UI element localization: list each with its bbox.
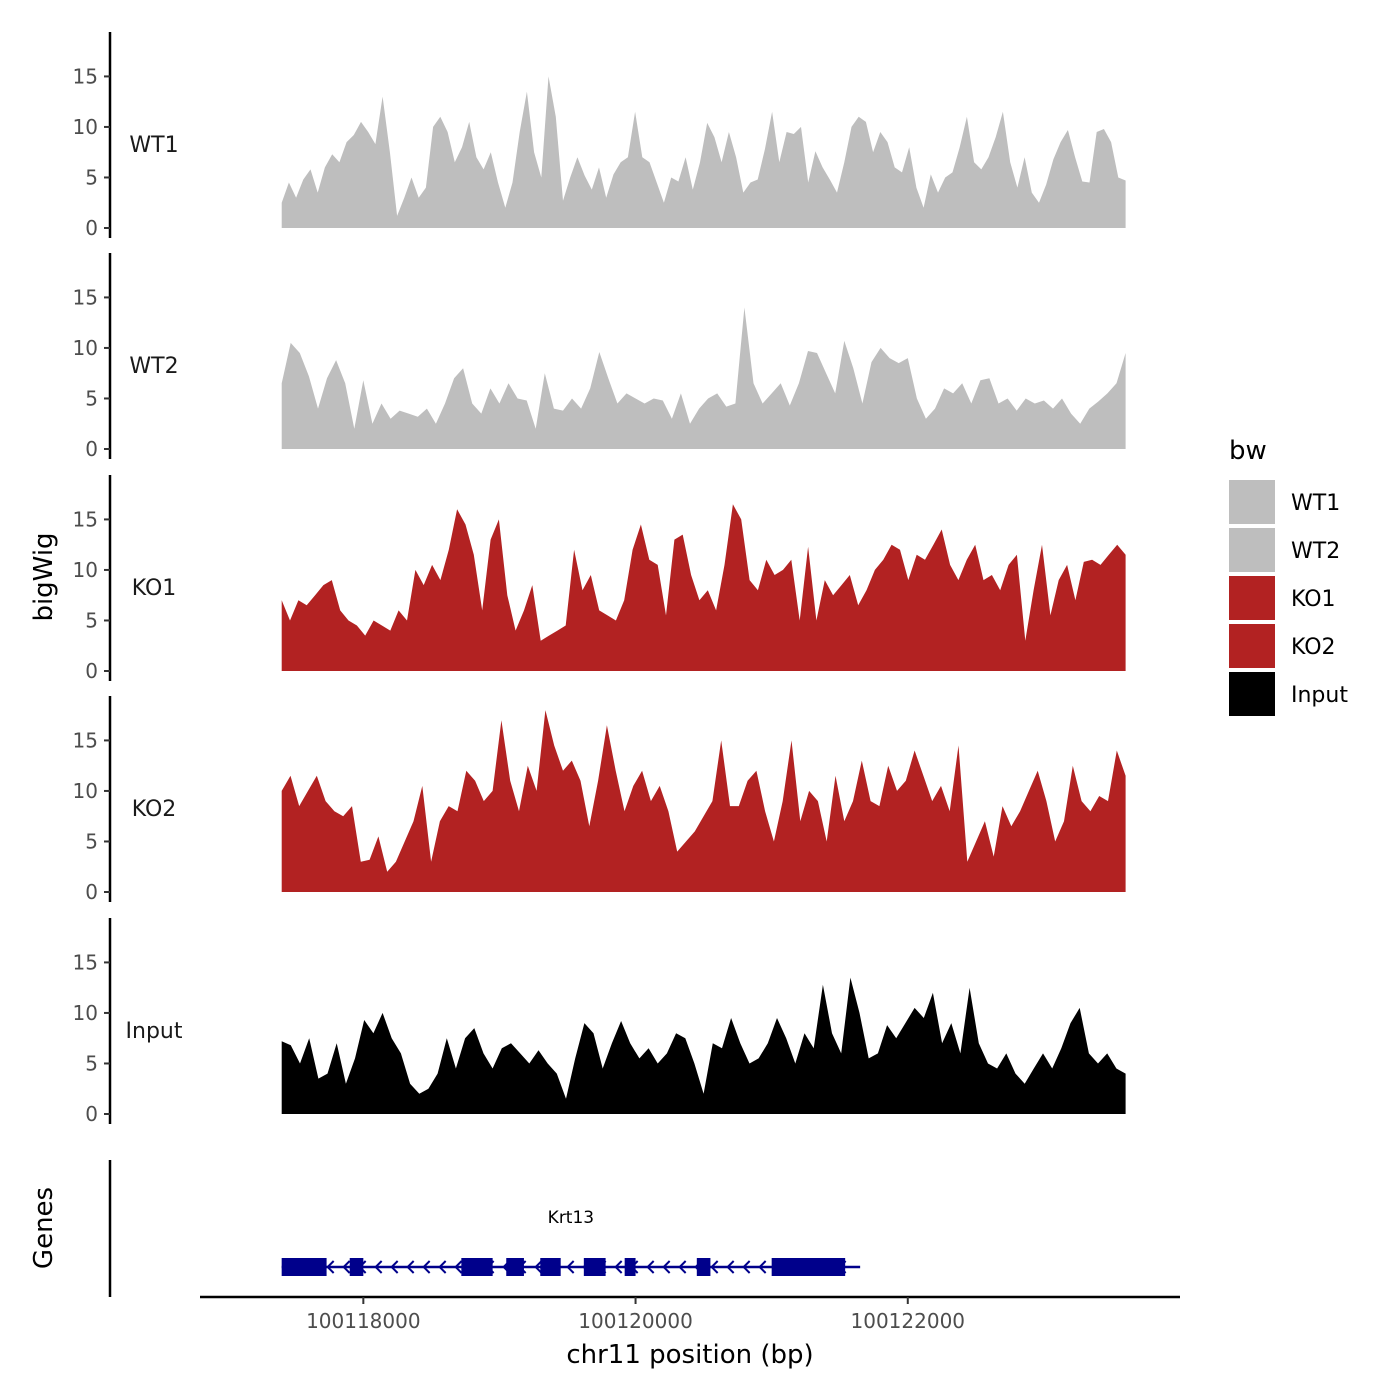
strand-arrow xyxy=(758,1260,767,1274)
track-wt1: 0 5 10 15 WT1 xyxy=(73,32,1126,240)
track-ko1: 0 5 10 15 KO1 xyxy=(73,475,1126,683)
exon xyxy=(583,1258,606,1276)
strand-arrow xyxy=(390,1260,399,1274)
x-tick-label: 100118000 xyxy=(306,1309,421,1333)
track-label: WT1 xyxy=(129,133,178,158)
exon xyxy=(540,1258,561,1276)
area-input xyxy=(281,977,1126,1114)
strand-arrow xyxy=(646,1260,655,1274)
legend-key-ko1 xyxy=(1229,576,1275,620)
legend-key-ko2 xyxy=(1229,624,1275,668)
track-input: 0 5 10 15 Input xyxy=(73,918,1126,1126)
strand-arrow xyxy=(710,1260,719,1274)
signal-tracks: 0 5 10 15 WT1 0 5 10 15 WT2 0 5 10 15 KO1 0 5 10 15 KO2 0 5 10… xyxy=(73,32,1126,1126)
area-ko1 xyxy=(281,504,1126,671)
y-tick-label: 0 xyxy=(85,659,98,683)
y-tick-label: 5 xyxy=(85,608,98,632)
y-tick-label: 0 xyxy=(85,437,98,461)
strand-arrow xyxy=(422,1260,431,1274)
strand-arrow xyxy=(662,1260,671,1274)
x-tick-label: 100122000 xyxy=(851,1309,966,1333)
legend-key-input xyxy=(1229,672,1275,716)
y-tick-label: 15 xyxy=(73,64,98,88)
y-tick-label: 0 xyxy=(85,1102,98,1126)
area-wt1 xyxy=(281,76,1126,229)
y-tick-label: 10 xyxy=(73,115,98,139)
y-tick-label: 15 xyxy=(73,950,98,974)
exon xyxy=(506,1258,524,1276)
strand-arrow xyxy=(678,1260,687,1274)
strand-arrow xyxy=(454,1260,463,1274)
exon xyxy=(771,1258,846,1276)
x-axis-title: chr11 position (bp) xyxy=(566,1340,813,1370)
area-ko2 xyxy=(281,710,1126,892)
legend-label-input: Input xyxy=(1291,683,1348,708)
gene-track: Krt13 xyxy=(108,1160,861,1297)
strand-arrow xyxy=(374,1260,383,1274)
legend-key-wt2 xyxy=(1229,528,1275,572)
y-tick-label: 0 xyxy=(85,216,98,240)
gene-label: Krt13 xyxy=(548,1208,594,1228)
y-tick-label: 5 xyxy=(85,165,98,189)
y-tick-label: 5 xyxy=(85,1051,98,1075)
strand-arrow xyxy=(534,1260,543,1274)
y-axis-title: bigWig xyxy=(29,532,59,621)
strand-arrow xyxy=(406,1260,415,1274)
legend-title: bw xyxy=(1229,436,1267,466)
track-label: Input xyxy=(126,1019,183,1044)
track-label: KO2 xyxy=(132,797,177,822)
track-ko2: 0 5 10 15 KO2 xyxy=(73,696,1126,904)
y-tick-label: 10 xyxy=(73,1001,98,1025)
gene-track-title: Genes xyxy=(29,1187,59,1269)
y-tick-label: 15 xyxy=(73,507,98,531)
x-axis: 100118000 100120000 100122000 xyxy=(200,1295,1180,1333)
y-tick-label: 5 xyxy=(85,386,98,410)
y-tick-label: 10 xyxy=(73,779,98,803)
strand-arrow xyxy=(726,1260,735,1274)
exon xyxy=(349,1258,364,1276)
x-tick-label: 100120000 xyxy=(578,1309,693,1333)
exon xyxy=(696,1258,711,1276)
y-tick-label: 15 xyxy=(73,728,98,752)
legend: bw WT1 WT2 KO1 KO2 Input xyxy=(1229,436,1348,716)
y-tick-label: 10 xyxy=(73,336,98,360)
y-tick-label: 10 xyxy=(73,558,98,582)
exon xyxy=(624,1258,636,1276)
y-tick-label: 5 xyxy=(85,829,98,853)
strand-arrow xyxy=(742,1260,751,1274)
strand-arrow xyxy=(438,1260,447,1274)
strand-arrow xyxy=(614,1260,623,1274)
legend-key-wt1 xyxy=(1229,480,1275,524)
legend-label-wt1: WT1 xyxy=(1291,491,1340,516)
y-tick-label: 15 xyxy=(73,285,98,309)
gene-krt13: Krt13 xyxy=(281,1208,861,1276)
track-wt2: 0 5 10 15 WT2 xyxy=(73,253,1126,461)
strand-arrow xyxy=(326,1260,335,1274)
track-label: WT2 xyxy=(129,354,178,379)
legend-label-ko2: KO2 xyxy=(1291,635,1336,660)
y-tick-label: 0 xyxy=(85,880,98,904)
strand-arrow xyxy=(342,1260,351,1274)
exon xyxy=(281,1258,327,1276)
legend-label-wt2: WT2 xyxy=(1291,539,1340,564)
strand-arrow xyxy=(566,1260,575,1274)
exon xyxy=(461,1258,493,1276)
legend-label-ko1: KO1 xyxy=(1291,587,1336,612)
track-label: KO1 xyxy=(132,576,177,601)
area-wt2 xyxy=(281,307,1126,449)
